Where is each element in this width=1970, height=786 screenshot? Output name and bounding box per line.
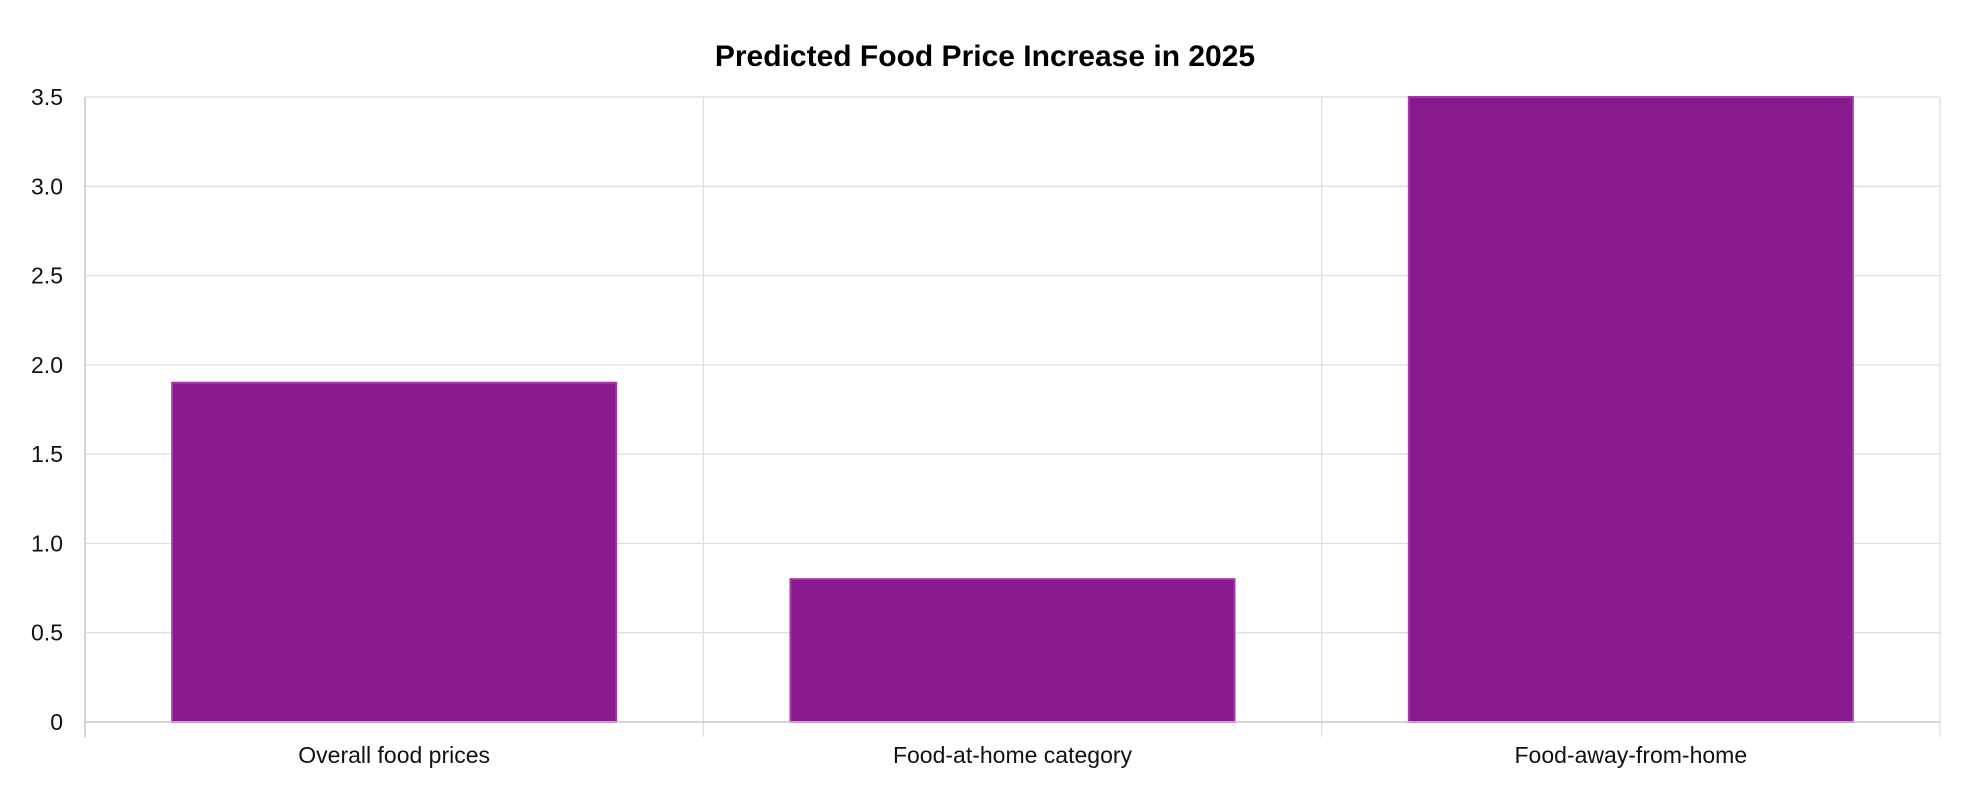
x-axis-ticks: Overall food prices Food-at-home category… — [298, 742, 1747, 768]
x-tick-label: Overall food prices — [298, 742, 490, 768]
bar — [171, 381, 618, 723]
y-tick-label: 0.5 — [31, 620, 63, 646]
y-tick-label: 2.5 — [31, 263, 63, 289]
y-tick-label: 1.0 — [31, 530, 63, 556]
bar — [789, 578, 1236, 724]
y-tick-label: 3.0 — [31, 173, 63, 199]
y-axis-ticks: 0 0.5 1.0 1.5 2.0 2.5 3.0 3.5 — [31, 84, 63, 735]
axes — [84, 97, 1940, 737]
x-tick-label: Food-at-home category — [893, 742, 1133, 768]
y-tick-label: 0 — [50, 709, 63, 735]
bars — [171, 96, 1854, 724]
y-tick-label: 2.0 — [31, 352, 63, 378]
y-tick-label: 3.5 — [31, 84, 63, 110]
x-tick-label: Food-away-from-home — [1515, 742, 1748, 768]
chart-title: Predicted Food Price Increase in 2025 — [715, 40, 1255, 73]
y-tick-label: 1.5 — [31, 441, 63, 467]
bar — [1407, 96, 1854, 723]
